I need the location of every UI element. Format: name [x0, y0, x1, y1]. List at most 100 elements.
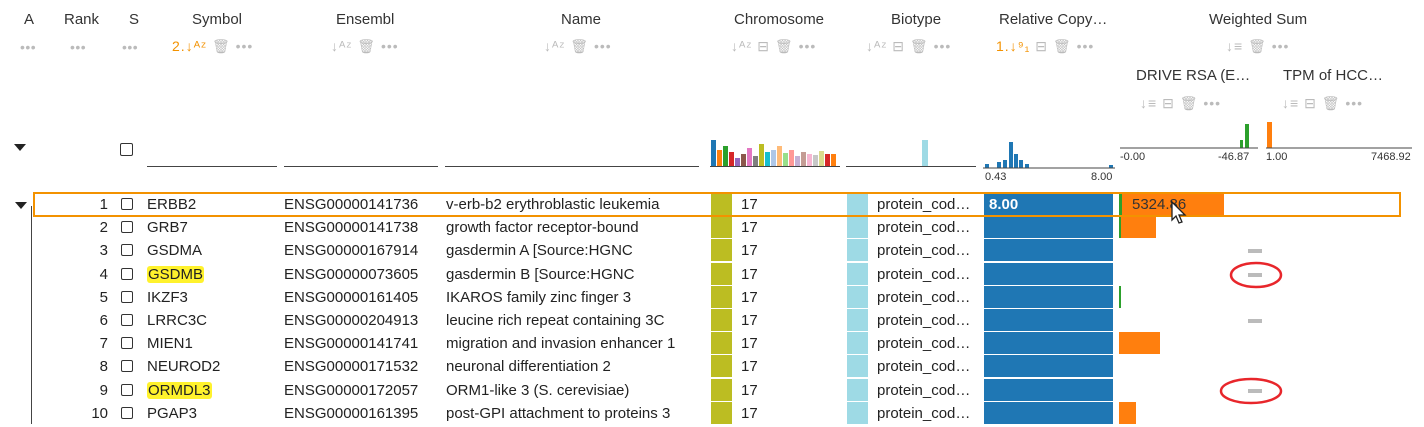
sort-icon[interactable]: ↓ᴬᶻ — [731, 38, 753, 54]
more-icon[interactable]: ••• — [798, 38, 817, 54]
col-header-a[interactable]: A — [24, 11, 35, 28]
table-row[interactable]: 4 GSDMB ENSG00000073605 gasdermin B [Sou… — [0, 262, 1424, 286]
sort-icon[interactable]: ↓≡ — [1226, 38, 1244, 54]
split-icon[interactable]: ⊟ — [1162, 95, 1175, 111]
name-cell: v-erb-b2 erythroblastic leukemia — [446, 196, 660, 213]
chromosome-cell: 17 — [741, 358, 758, 376]
name-filter-line[interactable] — [445, 166, 699, 167]
more-icon[interactable]: ••• — [235, 38, 254, 54]
more-icon[interactable]: ••• — [20, 39, 37, 55]
split-icon[interactable]: ⊟ — [1304, 95, 1317, 111]
row-checkbox[interactable] — [121, 290, 133, 303]
row-checkbox[interactable] — [121, 267, 133, 280]
trash-icon[interactable]: 🗑 — [1179, 95, 1199, 111]
sort-icon[interactable]: ↓⁹₁ — [1009, 38, 1031, 54]
trash-icon[interactable]: 🗑 — [774, 38, 794, 54]
symbol-cell: MIEN1 — [147, 335, 193, 353]
table-row[interactable]: 7 MIEN1 ENSG00000141741 migration and in… — [0, 332, 1424, 355]
split-icon[interactable]: ⊟ — [1035, 38, 1049, 54]
row-checkbox[interactable] — [121, 314, 133, 326]
more-icon[interactable]: ••• — [122, 39, 139, 55]
biotype-color-bar — [847, 239, 868, 262]
more-icon[interactable]: ••• — [1345, 95, 1364, 111]
row-checkbox[interactable] — [121, 198, 133, 210]
table-row[interactable]: 1 ERBB2 ENSG00000141736 v-erb-b2 erythro… — [0, 193, 1424, 216]
col-header-weighted-sum[interactable]: Weighted Sum — [1209, 11, 1308, 28]
split-icon[interactable]: ⊟ — [892, 38, 905, 54]
row-checkbox[interactable] — [121, 383, 133, 396]
tpm-bar — [1119, 332, 1160, 355]
collapse-group-icon[interactable] — [15, 202, 27, 209]
sort-icon[interactable]: ↓ᴬᶻ — [185, 38, 208, 54]
chromosome-color-bar — [711, 332, 732, 355]
trash-icon[interactable]: 🗑 — [1321, 95, 1341, 111]
annotation-circle — [1229, 261, 1283, 289]
row-checkbox[interactable] — [121, 360, 133, 373]
sort-icon[interactable]: ↓ᴬᶻ — [331, 38, 353, 54]
more-icon[interactable]: ••• — [593, 38, 612, 54]
chromosome-cell: 17 — [741, 404, 758, 422]
row-checkbox[interactable] — [121, 406, 133, 419]
symbol-cell: PGAP3 — [147, 404, 198, 422]
col-header-relative-copy[interactable]: Relative Copy… — [999, 11, 1108, 28]
tree-line — [31, 206, 32, 424]
ensembl-cell: ENSG00000141738 — [284, 219, 419, 237]
biotype-histogram[interactable] — [846, 136, 976, 166]
more-icon[interactable]: ••• — [1076, 38, 1095, 54]
sort-icon[interactable]: ↓≡ — [1140, 95, 1158, 111]
table-row[interactable]: 9 ORMDL3 ENSG00000172057 ORM1-like 3 (S.… — [0, 378, 1424, 402]
sort-icon[interactable]: ↓ᴬᶻ — [544, 38, 566, 54]
table-row[interactable]: 2 GRB7 ENSG00000141738 growth factor rec… — [0, 216, 1424, 239]
table-row[interactable]: 8 NEUROD2 ENSG00000171532 neuronal diffe… — [0, 355, 1424, 378]
sort-icon[interactable]: ↓≡ — [1282, 95, 1300, 111]
col-header-rank[interactable]: Rank — [64, 11, 100, 28]
row-checkbox[interactable] — [121, 337, 133, 350]
tpm-max: 7468.92 — [1371, 151, 1411, 163]
symbol-cell: NEUROD2 — [147, 358, 221, 376]
col-header-tpm[interactable]: TPM of HCC… — [1283, 67, 1384, 84]
chromosome-cell: 17 — [741, 288, 758, 306]
more-icon[interactable]: ••• — [70, 39, 87, 55]
col-header-biotype[interactable]: Biotype — [891, 11, 942, 28]
relative-copy-histogram[interactable] — [983, 130, 1115, 170]
table-row[interactable]: 5 IKZF3 ENSG00000161405 IKAROS family zi… — [0, 285, 1424, 309]
more-icon[interactable]: ••• — [1203, 95, 1222, 111]
trash-icon[interactable]: 🗑 — [570, 38, 590, 54]
table-row[interactable]: 10 PGAP3 ENSG00000161395 post-GPI attach… — [0, 401, 1424, 425]
table-row[interactable]: 6 LRRC3C ENSG00000204913 leucine rich re… — [0, 309, 1424, 332]
ensembl-cell: ENSG00000141736 — [284, 196, 419, 213]
chromosome-cell: 17 — [741, 219, 758, 237]
more-icon[interactable]: ••• — [380, 38, 399, 54]
ensembl-filter-line[interactable] — [284, 166, 438, 167]
col-header-drive-rsa[interactable]: DRIVE RSA (E… — [1136, 67, 1251, 84]
col-header-s[interactable]: S — [129, 11, 140, 28]
relative-copy-min: 0.43 — [985, 171, 1007, 183]
row-checkbox[interactable] — [121, 221, 133, 234]
trash-icon[interactable]: 🗑 — [909, 38, 929, 54]
split-icon[interactable]: ⊟ — [757, 38, 770, 54]
sort-icon[interactable]: ↓ᴬᶻ — [866, 38, 888, 54]
more-icon[interactable]: ••• — [933, 38, 952, 54]
col-header-ensembl[interactable]: Ensembl — [336, 11, 395, 28]
col-header-symbol[interactable]: Symbol — [192, 11, 243, 28]
weighted-sum-summary[interactable] — [1118, 118, 1418, 152]
ensembl-toolbar: ↓ᴬᶻ 🗑 ••• — [331, 38, 399, 55]
more-icon[interactable]: ••• — [1271, 38, 1290, 54]
table-row[interactable]: 3 GSDMA ENSG00000167914 gasdermin A [Sou… — [0, 239, 1424, 262]
col-header-name[interactable]: Name — [561, 11, 602, 28]
trash-icon[interactable]: 🗑 — [1248, 38, 1267, 54]
row-checkbox[interactable] — [121, 244, 133, 257]
select-all-checkbox[interactable] — [120, 143, 133, 156]
relative-copy-bar — [984, 262, 1113, 285]
trash-icon[interactable]: 🗑 — [211, 38, 231, 54]
chromosome-cell: 17 — [741, 242, 758, 260]
collapse-all-icon[interactable] — [14, 144, 26, 151]
biotype-toolbar: ↓ᴬᶻ ⊟ 🗑 ••• — [866, 38, 951, 55]
chromosome-histogram[interactable] — [710, 136, 840, 166]
col-header-chromosome[interactable]: Chromosome — [734, 11, 825, 28]
symbol-filter-line[interactable] — [147, 166, 277, 167]
ensembl-cell: ENSG00000161405 — [284, 288, 419, 306]
trash-icon[interactable]: 🗑 — [357, 38, 377, 54]
biotype-cell: protein_cod… — [877, 288, 971, 306]
trash-icon[interactable]: 🗑 — [1052, 38, 1072, 54]
